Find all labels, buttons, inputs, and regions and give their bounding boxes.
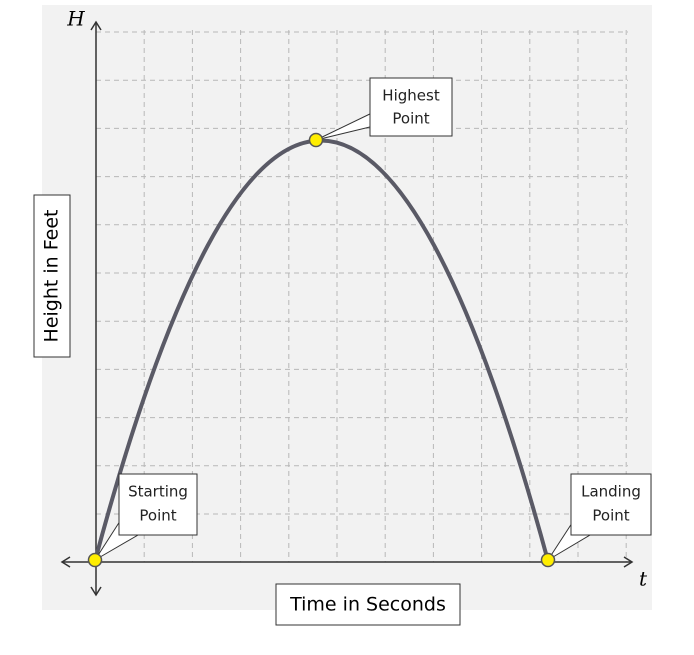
callout-text: Landing	[581, 483, 641, 501]
callout-text: Point	[392, 110, 429, 128]
grid	[96, 30, 628, 562]
axes	[60, 20, 634, 597]
y-axis-label: Height in Feet	[41, 210, 63, 343]
landing-point-callout: Landing Point	[547, 473, 652, 561]
key-points	[87, 132, 556, 568]
x-axis-label-box: Time in Seconds	[275, 583, 461, 626]
y-axis-symbol: H	[66, 7, 85, 31]
callout-text: Starting	[128, 483, 188, 501]
callout-text: Point	[139, 507, 176, 525]
highest-point-callout: Highest Point	[315, 77, 453, 141]
callout-text: Point	[592, 507, 629, 525]
highest-point	[308, 132, 324, 148]
starting-point-callout: Starting Point	[94, 473, 198, 561]
callout-text: Highest	[382, 87, 440, 105]
starting-point	[87, 552, 103, 568]
landing-point	[540, 552, 556, 568]
x-axis-label: Time in Seconds	[289, 594, 446, 616]
x-axis-symbol: t	[639, 567, 648, 591]
y-axis-label-box: Height in Feet	[33, 194, 71, 358]
